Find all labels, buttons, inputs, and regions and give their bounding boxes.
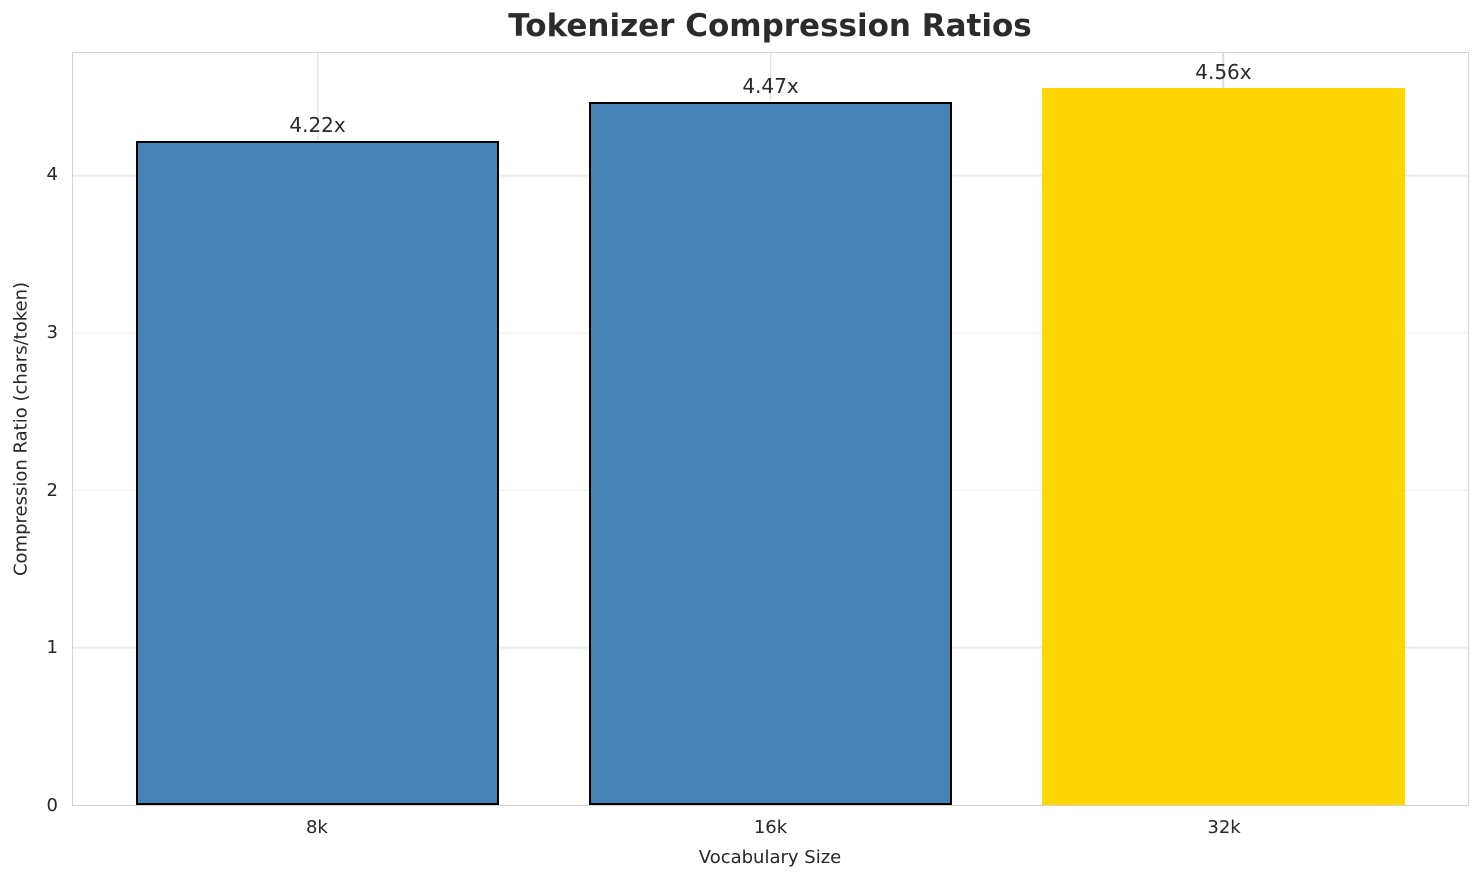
x-tick-label: 16k <box>753 817 788 838</box>
y-tick-label: 3 <box>46 321 58 343</box>
y-tick-label: 1 <box>46 637 58 659</box>
bar-16k <box>589 101 952 805</box>
bar-value-label: 4.22x <box>289 113 346 138</box>
bar-value-label: 4.56x <box>1195 59 1252 84</box>
bar-32k <box>1042 87 1405 805</box>
plot-area: 4.22x 4.47x 4.56x <box>72 52 1469 806</box>
x-axis-label: Vocabulary Size <box>698 847 842 868</box>
y-tick-label: 2 <box>46 479 58 501</box>
y-tick-label: 4 <box>46 164 58 186</box>
x-tick-label: 32k <box>1207 817 1241 838</box>
y-tick-label: 0 <box>46 795 58 816</box>
bar-8k <box>136 141 499 805</box>
x-tick-label: 8k <box>305 817 328 838</box>
chart-title: Tokenizer Compression Ratios <box>508 8 1032 44</box>
bar-value-label: 4.47x <box>742 73 799 98</box>
